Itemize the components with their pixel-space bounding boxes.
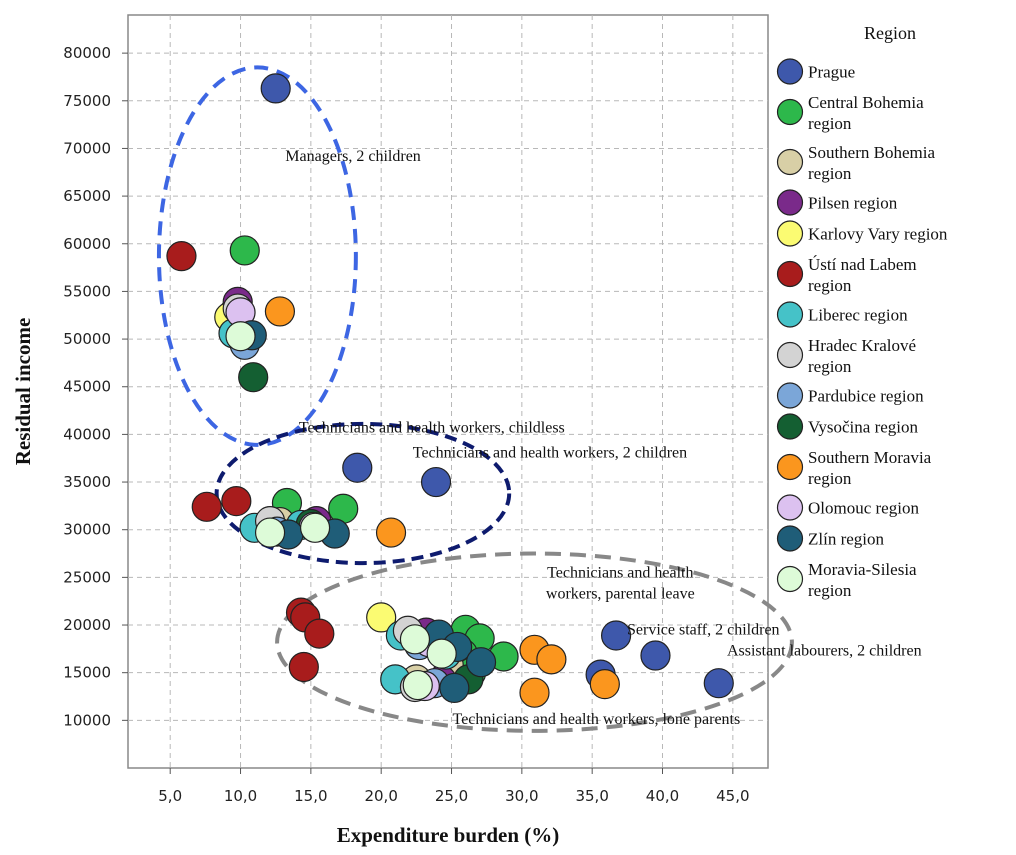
data-point: [375, 517, 407, 548]
legend-marker: [776, 189, 804, 216]
legend-label: Moravia-Silesia region: [808, 560, 917, 600]
data-point: [439, 672, 470, 704]
legend-label: Olomouc region: [808, 499, 919, 518]
y-tick-label: 30000: [63, 521, 111, 539]
annotation-label: Assistant labourers, 2 children: [727, 643, 922, 660]
legend-marker: [776, 413, 804, 440]
y-tick-label: 80000: [63, 44, 111, 62]
x-axis-title: Expenditure burden (%): [337, 823, 559, 847]
x-tick-label: 5,0: [158, 787, 182, 805]
data-point: [191, 491, 222, 522]
legend-marker: [776, 301, 804, 328]
y-tick-label: 50000: [63, 330, 111, 348]
annotation-label: Technicians and health workers, 2 childr…: [413, 444, 687, 461]
data-point: [366, 602, 397, 633]
legend-marker: [776, 58, 804, 85]
legend-label: Liberec region: [808, 306, 908, 325]
cluster-ellipse: [275, 551, 794, 733]
cluster-ellipse: [156, 65, 358, 447]
data-point: [589, 669, 620, 700]
data-point: [600, 620, 632, 651]
data-point: [166, 241, 197, 272]
x-tick-label: 30,0: [505, 787, 538, 805]
y-tick-label: 15000: [63, 664, 111, 682]
data-point: [536, 644, 567, 675]
legend-label: Zlín region: [808, 530, 885, 549]
legend-marker: [776, 148, 804, 176]
legend-label: Ústí nad Labem region: [808, 255, 917, 295]
y-axis-title: Residual income: [11, 318, 35, 466]
y-tick-label: 40000: [63, 425, 111, 443]
legend-label: Pardubice region: [808, 387, 924, 406]
legend-marker: [776, 98, 804, 126]
x-tick-label: 45,0: [716, 787, 749, 805]
data-points: [166, 73, 734, 708]
legend-label: Vysočina region: [808, 418, 919, 437]
legend-marker: [776, 341, 804, 369]
data-point: [288, 651, 319, 683]
data-point: [399, 624, 431, 655]
y-tick-label: 10000: [63, 711, 111, 729]
data-point: [465, 647, 497, 678]
annotation-label: Managers, 2 children: [285, 148, 421, 165]
y-tick-label: 45000: [63, 378, 111, 396]
data-point: [402, 669, 433, 701]
x-tick-label: 15,0: [294, 787, 327, 805]
legend-marker: [776, 565, 804, 593]
y-tick-label: 55000: [63, 282, 111, 300]
data-point: [426, 638, 457, 669]
legend-marker: [776, 382, 804, 409]
data-point: [420, 466, 452, 498]
y-tick-label: 20000: [63, 616, 111, 634]
data-point: [229, 235, 260, 266]
legend-marker: [776, 494, 804, 521]
data-point: [238, 362, 269, 393]
legend-label: Southern Bohemia region: [808, 143, 935, 183]
x-tick-label: 40,0: [646, 787, 679, 805]
legend-marker: [776, 220, 804, 247]
legend-label: Central Bohemia region: [808, 93, 924, 133]
legend-marker: [776, 525, 804, 552]
data-point: [254, 517, 286, 548]
legend-label: Southern Moravia region: [808, 448, 932, 488]
y-tick-label: 70000: [63, 139, 111, 157]
x-tick-label: 20,0: [364, 787, 397, 805]
y-tick-label: 75000: [63, 92, 111, 110]
data-point: [519, 677, 550, 708]
legend-label: Prague: [808, 63, 855, 82]
x-tick-label: 35,0: [575, 787, 608, 805]
x-tick-label: 25,0: [435, 787, 468, 805]
legend-marker: [776, 260, 804, 288]
x-tick-label: 10,0: [224, 787, 257, 805]
legend-label: Hradec Kralové region: [808, 336, 916, 376]
legend-marker: [776, 453, 804, 481]
annotation-label: Technicians and health workers, childles…: [299, 419, 565, 436]
legend-label: Pilsen region: [808, 194, 898, 213]
data-point: [264, 296, 296, 327]
legend: Region Prague Central Bohemia region Souther…: [776, 23, 948, 600]
annotation-label: Technicians and health workers, lone par…: [453, 711, 741, 728]
y-tick-label: 60000: [63, 235, 111, 253]
annotation-label: Service staff, 2 children: [627, 622, 780, 639]
legend-label: Karlovy Vary region: [808, 225, 948, 244]
annotations: Managers, 2 children Technicians and heal…: [285, 148, 921, 728]
data-point: [703, 668, 734, 699]
data-point: [221, 486, 252, 517]
cluster-ellipses: [156, 65, 794, 733]
cluster-ellipse: [214, 421, 512, 566]
y-tick-label: 25000: [63, 568, 111, 586]
y-tick-label: 65000: [63, 187, 111, 205]
legend-title: Region: [864, 23, 916, 43]
data-point: [342, 452, 373, 483]
data-point: [225, 321, 256, 352]
data-point: [304, 618, 335, 649]
annotation-label: Technicians and health workers, parental …: [546, 564, 695, 602]
data-point: [299, 512, 331, 543]
axes: 5,0 10,0 15,0 20,0 25,0 30,0 35,0 40,0 45,0 10000…: [63, 44, 749, 805]
y-tick-label: 35000: [63, 473, 111, 491]
data-point: [640, 640, 671, 671]
data-point: [260, 73, 291, 104]
